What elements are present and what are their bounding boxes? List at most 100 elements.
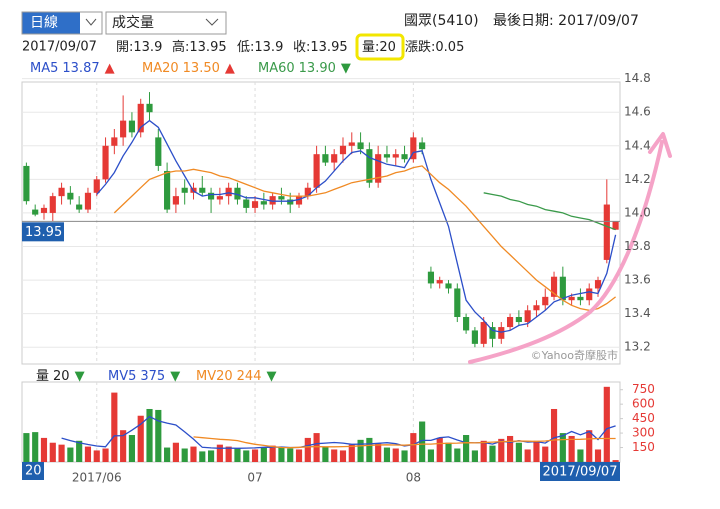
date-box-label: 2017/09/07 [543, 465, 618, 480]
volume-bar [392, 448, 399, 462]
candle-body [181, 187, 188, 193]
candle-body [32, 209, 39, 215]
y-tick-label: 14.8 [624, 71, 651, 85]
candle-body [577, 296, 584, 301]
candle-body [40, 207, 48, 213]
candle-body [357, 142, 364, 150]
volume-bar [603, 386, 610, 462]
x-tick-label: 2017/06 [72, 471, 122, 485]
volume-tick-label: 600 [632, 397, 655, 411]
candle-body [533, 305, 540, 311]
legend-arrow: ▼ [170, 369, 180, 384]
candle-body [366, 149, 373, 183]
info-value: 20 [379, 40, 396, 55]
legend-entry: 量 20 ▼ [36, 369, 85, 384]
info-label: 收: [293, 40, 310, 55]
legend-name: MA60 [258, 61, 295, 76]
period-select[interactable] [22, 12, 80, 34]
volume-bar [172, 442, 179, 462]
info-item: 開:13.9 [116, 40, 162, 55]
ma-line [193, 436, 616, 449]
volume-bar [313, 433, 320, 462]
legend-name: MA5 [30, 61, 58, 76]
candle-body [392, 154, 399, 158]
annotation-arrow [468, 140, 664, 364]
volume-bar [331, 449, 338, 462]
volume-tick-label: 750 [632, 382, 655, 396]
candle-body [216, 196, 223, 200]
candle-body [234, 187, 241, 200]
volume-bar [366, 437, 373, 462]
volume-bar [419, 421, 426, 462]
indicator-select[interactable] [105, 11, 227, 35]
candle-body [269, 196, 276, 205]
volume-bar [339, 450, 347, 462]
candle-body [322, 154, 329, 163]
candle-body [568, 296, 575, 301]
volume-bar [498, 438, 505, 462]
plot-layer [22, 78, 623, 462]
x-tick-label: 07 [247, 471, 262, 485]
dropdown-arrow [85, 18, 97, 26]
candle-body [102, 145, 109, 180]
volume-box [22, 462, 44, 480]
volume-bar [542, 446, 549, 462]
candle-body [111, 137, 118, 146]
volume-bar [225, 446, 232, 462]
candle-body [304, 187, 311, 197]
volume-bar [436, 437, 443, 462]
candle-body [436, 280, 443, 284]
volume-bar [164, 447, 171, 462]
period-select-border [21, 11, 103, 35]
candle-body [225, 187, 232, 197]
y-tick-label: 14.2 [624, 172, 651, 186]
info-value: 0.05 [435, 40, 464, 55]
candle-body [515, 317, 522, 323]
watermark: ©Yahoo奇摩股市 [531, 348, 618, 362]
volume-bar [559, 433, 566, 462]
candle-body [559, 276, 566, 301]
volume-bar [287, 448, 294, 462]
volume-bar [489, 445, 496, 462]
volume-bar [251, 449, 259, 462]
candle-body [542, 296, 549, 306]
info-label: 漲跌: [405, 39, 435, 55]
info-item: 高:13.95 [172, 39, 227, 55]
volume-bar [49, 442, 56, 462]
info-label: 開: [116, 40, 133, 55]
legend-arrow: ▲ [105, 61, 115, 76]
y-tick-label: 14.4 [624, 138, 651, 152]
volume-tick-label: 150 [632, 440, 655, 454]
volume-bar [375, 443, 382, 462]
y-tick-label: 13.6 [624, 273, 651, 287]
volume-bar [111, 392, 118, 462]
info-item: 收:13.95 [293, 40, 348, 55]
legend-name: MA20 [142, 61, 179, 76]
legend-entry: MA20 13.50 ▲ [142, 61, 235, 76]
info-date: 2017/09/07 [22, 40, 97, 55]
candle-body [120, 120, 127, 138]
candle-body [199, 187, 206, 193]
volume-bar [67, 447, 74, 462]
volume-bar [93, 450, 100, 462]
candle-body [463, 317, 470, 331]
volume-bar [524, 449, 531, 462]
legend-name: 量 [36, 369, 49, 384]
volume-bar [515, 442, 522, 462]
volume-bar [577, 449, 584, 462]
volume-bar [322, 446, 329, 462]
candle-body [594, 280, 602, 289]
candle-body [427, 271, 435, 284]
indicator-label: 成交量 [112, 14, 154, 31]
info-item: 量:20 [362, 40, 396, 55]
candle-body [445, 283, 452, 289]
volume-bar [612, 460, 619, 462]
candle-body [84, 192, 92, 210]
volume-bar [207, 450, 215, 462]
candle-body [498, 327, 505, 339]
legend-entry: MV20 244 ▼ [196, 369, 276, 384]
legend-name: MV5 [108, 369, 136, 384]
price-label: 13.95 [25, 225, 62, 240]
volume-bar [278, 446, 285, 462]
